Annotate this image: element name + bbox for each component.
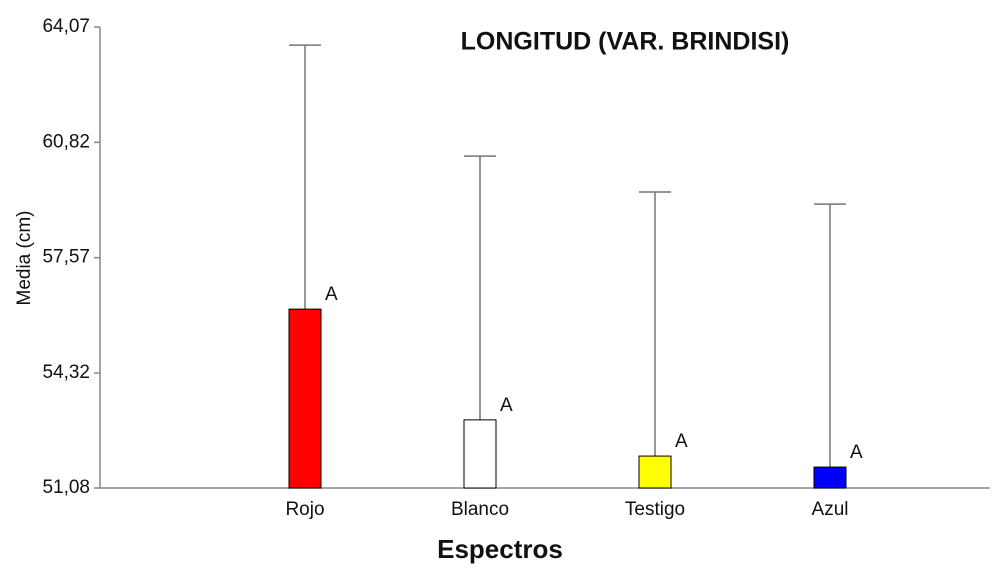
x-tick-label: Rojo	[285, 499, 324, 520]
x-tick-label: Azul	[812, 499, 849, 520]
y-tick-label: 57,57	[42, 247, 90, 268]
y-tick-label: 60,82	[42, 131, 90, 152]
data-label: A	[675, 431, 688, 452]
x-tick-label: Testigo	[625, 499, 685, 520]
x-tick-label: Blanco	[451, 499, 509, 520]
y-tick-label: 54,32	[42, 362, 90, 383]
chart-title: LONGITUD (VAR. BRINDISI)	[461, 28, 790, 56]
bar	[813, 466, 847, 489]
y-tick-label: 51,08	[42, 477, 90, 498]
bar	[463, 419, 497, 489]
data-label: A	[325, 284, 338, 305]
data-label: A	[500, 395, 513, 416]
bar	[288, 308, 322, 489]
y-tick-label: 64,07	[42, 16, 90, 37]
x-axis-label: Espectros	[437, 534, 563, 564]
bar	[638, 455, 672, 489]
y-axis-label: Media (cm)	[14, 210, 35, 305]
data-label: A	[850, 442, 863, 463]
